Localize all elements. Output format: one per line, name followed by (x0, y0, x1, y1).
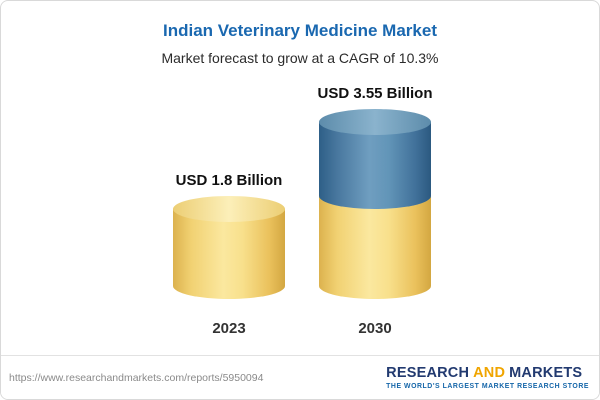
report-url: https://www.researchandmarkets.com/repor… (9, 371, 264, 384)
bar-value-label-2030: USD 3.55 Billion (317, 84, 433, 102)
logo-word-markets: MARKETS (509, 365, 583, 381)
bar-2030-segment-base (319, 183, 431, 299)
x-axis-label-2023: 2023 (212, 320, 246, 337)
x-axis-label-2030: 2030 (358, 320, 392, 337)
chart-title: Indian Veterinary Medicine Market (163, 21, 437, 40)
bar-2030-segment-growth (319, 108, 431, 209)
bar-value-label-2023: USD 1.8 Billion (175, 172, 283, 189)
logo-tagline: THE WORLD'S LARGEST MARKET RESEARCH STOR… (386, 383, 589, 390)
bar-2023-segment-base (173, 196, 285, 299)
chart-subtitle: Market forecast to grow at a CAGR of 10.… (161, 50, 439, 66)
logo-word-and: AND (473, 365, 506, 381)
research-and-markets-logo: RESEARCH AND MARKETS THE WORLD'S LARGEST M… (386, 365, 589, 390)
chart-header: Indian Veterinary Medicine Market Market… (1, 1, 599, 66)
bar-2030 (319, 108, 431, 299)
bar-2023 (173, 196, 285, 299)
logo-wordmark: RESEARCH AND MARKETS (386, 365, 582, 381)
footer: https://www.researchandmarkets.com/repor… (1, 355, 599, 399)
logo-word-research: RESEARCH (386, 365, 470, 381)
